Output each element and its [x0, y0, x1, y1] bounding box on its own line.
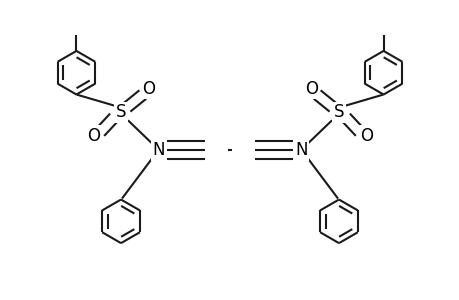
Text: O: O [87, 127, 100, 145]
Text: O: O [142, 80, 155, 98]
Text: O: O [304, 80, 317, 98]
Text: O: O [359, 127, 372, 145]
Text: N: N [294, 141, 307, 159]
Text: S: S [333, 103, 343, 122]
Text: S: S [116, 103, 126, 122]
Text: N: N [152, 141, 165, 159]
